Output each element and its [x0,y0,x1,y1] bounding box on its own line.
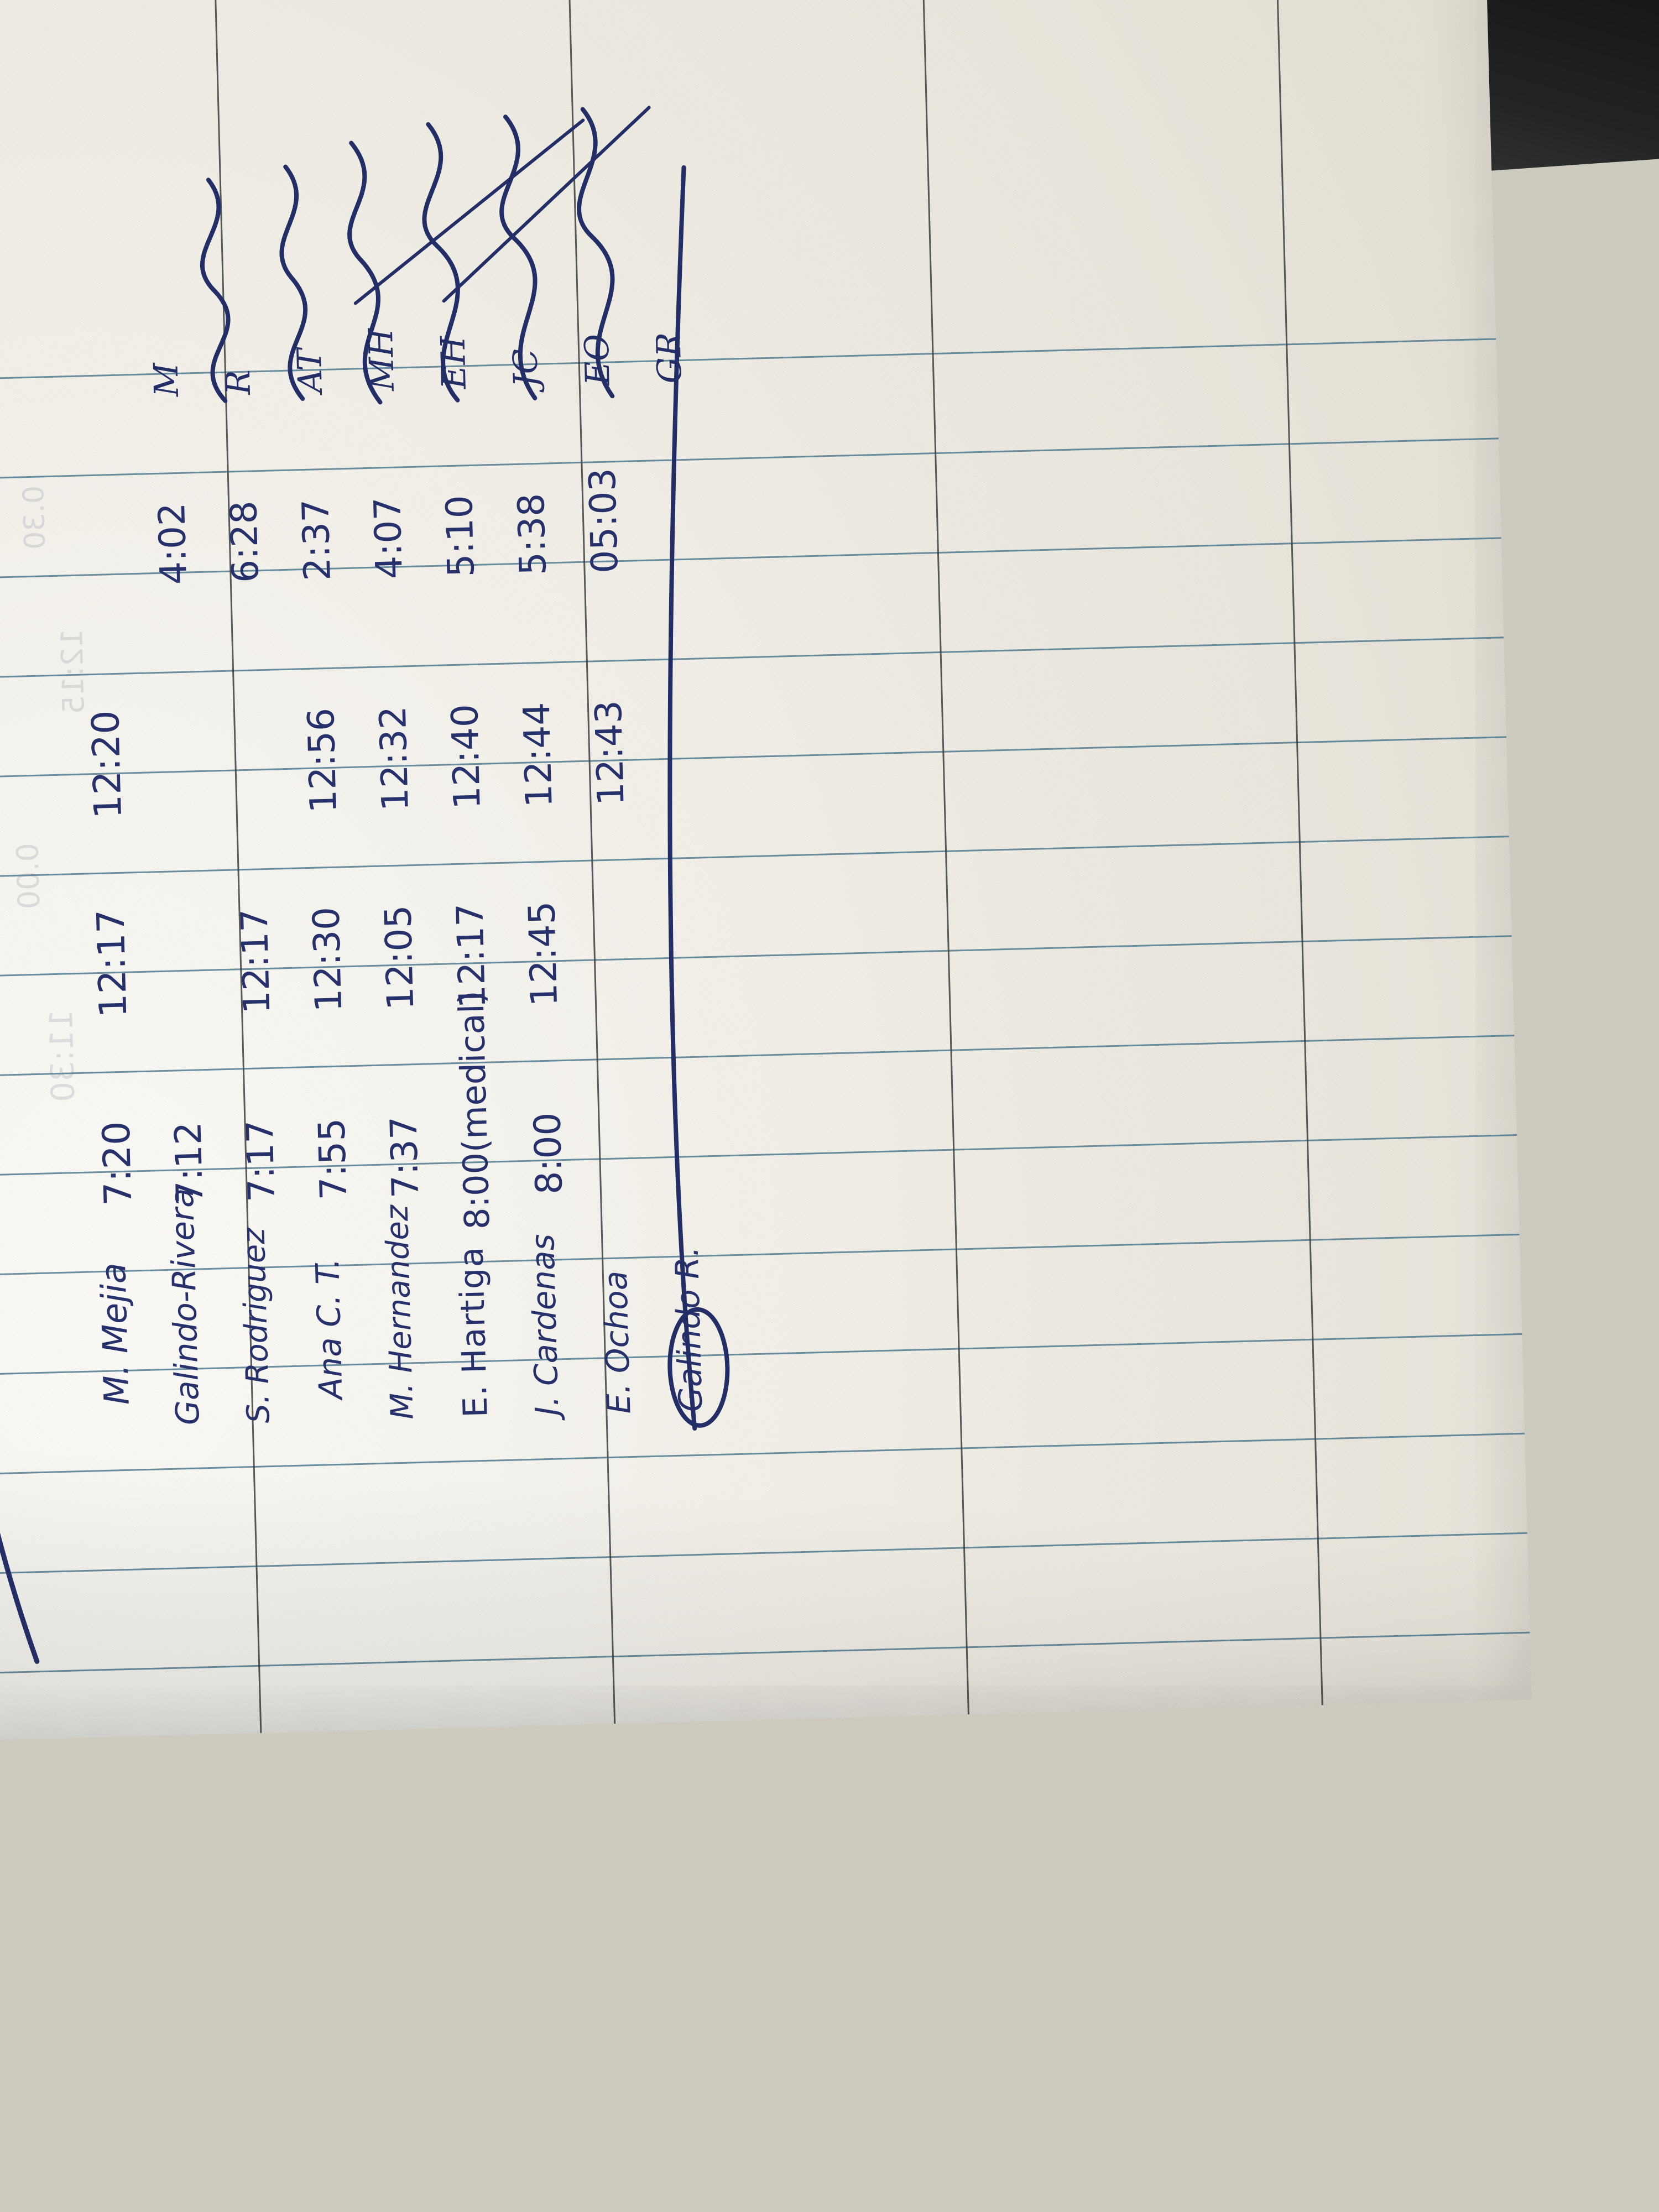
row-pm-in: 12:56 [299,707,345,814]
row-pm-out: 5:10 [437,494,483,578]
column-rule [0,1233,1520,1282]
column-rule [0,1333,1522,1381]
row-am-in: 7:55 [310,1117,356,1201]
row-name: Galindo-Rivera [163,1187,207,1426]
paper-grain-texture [0,0,1532,1746]
bleed-through-mark: 11:30 [42,1009,82,1103]
row-am-in: 8:00 [526,1112,571,1195]
row-pm-out: 2:37 [294,498,339,582]
row-name: E. Ochoa [596,1270,638,1415]
date-entry: AUGUST 10 [0,945,9,1238]
row-signature: M [147,362,187,398]
bleed-through-mark: 0.00 [10,842,47,910]
row-signature: JC [506,348,546,388]
row-signature: EO [577,333,618,386]
row-pm-out: 05:03 [581,467,627,574]
row-signature: AT [290,348,330,394]
row-am-out: 12:45 [520,900,566,1007]
column-rule [0,1134,1517,1182]
section-divider-rule [1256,0,1323,1705]
row-am-in: 7:20 [95,1120,141,1207]
row-pm-in: 12:44 [515,701,561,808]
row-pm-out: 5:38 [509,492,555,576]
row-pm-in: 12:32 [371,705,417,812]
row-signature: R [218,369,259,395]
row-am-in: 8:00(medical) [451,990,498,1230]
row-name: M. Hernandez [379,1204,421,1420]
row-signature: MH [361,327,402,392]
row-am-in: 7:37 [382,1115,427,1199]
row-am-out: 12:17 [89,909,136,1019]
column-rule [0,1035,1515,1083]
row-am-out: 12:05 [377,904,422,1011]
column-rule [0,1432,1525,1481]
section-divider-rule [195,0,262,1733]
row-am-out: 12:30 [305,906,351,1013]
column-rule [0,836,1509,884]
column-rule [0,1532,1527,1580]
row-pm-out: 4:02 [150,502,195,586]
row-name: M. Mejia [93,1262,137,1406]
column-rule [0,637,1504,685]
row-name: S. Rodriguez [236,1227,277,1424]
row-signature: GR [649,331,690,384]
bleed-through-mark: 0.30 [17,485,53,550]
row-name: Ana C. T. [308,1258,350,1400]
row-pm-in: 12:43 [587,700,633,806]
row-name: J. Cardenas [523,1233,566,1416]
row-pm-out: 4:07 [366,496,411,580]
column-rule [0,1631,1530,1679]
section-divider-rule [903,0,969,1715]
row-am-in: 7:12 [166,1121,212,1204]
row-am-out: 12:17 [448,902,494,1009]
column-rule [0,736,1507,784]
bleed-through-mark: 12:15 [54,628,92,715]
ledger-page: NAME A.M. P.M. SIGNATURE 319 AUGUST 10 M… [0,0,1532,1746]
row-pm-out: 6:28 [222,500,267,583]
row-am-in: 7:17 [238,1119,284,1203]
row-am-out: 12:17 [233,908,279,1015]
row-name: Galindo R. [667,1246,710,1413]
row-pm-in: 12:20 [84,709,131,820]
row-signature: EH [434,335,474,390]
column-rule [0,437,1499,486]
column-rule [0,935,1512,983]
row-name: E. Hartiga [452,1245,495,1418]
row-pm-in: 12:40 [443,703,489,810]
